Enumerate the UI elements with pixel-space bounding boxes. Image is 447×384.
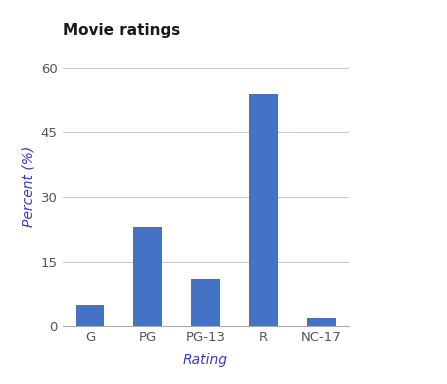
Bar xyxy=(191,279,220,326)
X-axis label: Rating: Rating xyxy=(183,353,228,367)
Bar xyxy=(133,227,162,326)
Bar xyxy=(76,305,105,326)
Text: Movie ratings: Movie ratings xyxy=(63,23,180,38)
Bar xyxy=(307,318,336,326)
Bar xyxy=(249,94,278,326)
Y-axis label: Percent (%): Percent (%) xyxy=(21,146,35,227)
